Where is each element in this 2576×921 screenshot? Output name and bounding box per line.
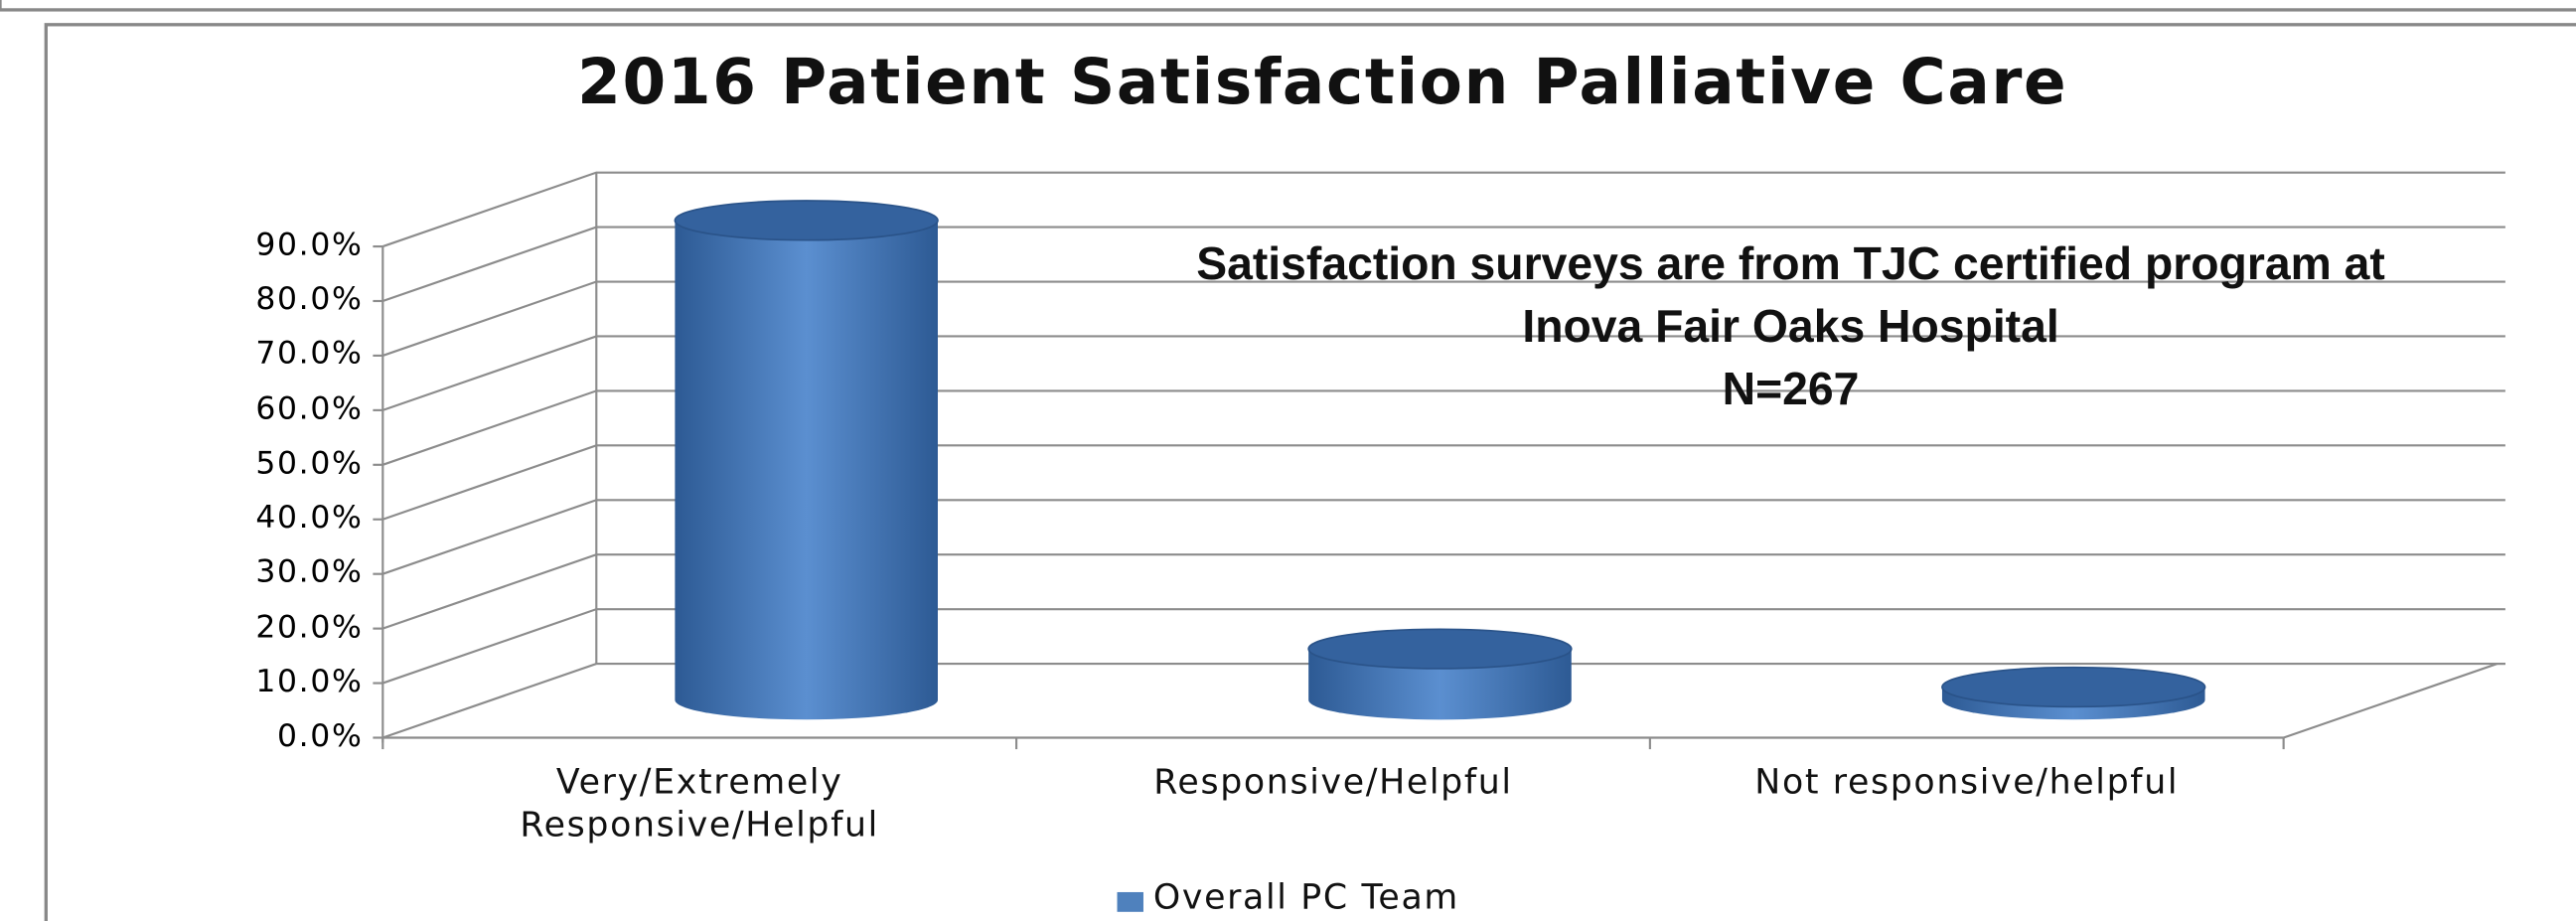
legend-swatch xyxy=(1117,891,1143,912)
grid-line xyxy=(381,553,2505,630)
bar xyxy=(1941,666,2206,720)
grid-line xyxy=(381,171,2505,248)
x-tick-label: Very/Extremely Responsive/Helpful xyxy=(520,762,879,845)
grid-line xyxy=(381,499,2505,575)
y-tick-label: 20.0% xyxy=(255,608,364,646)
y-tick-label: 50.0% xyxy=(255,444,364,482)
grid-line xyxy=(381,226,2505,303)
x-tick-label: Responsive/Helpful xyxy=(1153,762,1513,803)
y-tick-label: 80.0% xyxy=(255,281,364,318)
bar xyxy=(1307,628,1573,720)
grid-line xyxy=(381,608,2505,685)
annotation: N=267 xyxy=(1722,363,1860,414)
grid xyxy=(373,171,2505,912)
chart-title: 2016 Patient Satisfaction Palliative Car… xyxy=(577,46,2068,119)
grid-line xyxy=(381,444,2505,521)
annotation: Inova Fair Oaks Hospital xyxy=(1522,300,2059,352)
top-frame xyxy=(0,0,2576,12)
y-tick-label: 70.0% xyxy=(255,336,364,373)
bar-top xyxy=(674,200,939,241)
y-tick-label: 90.0% xyxy=(255,227,364,263)
y-tick-label: 60.0% xyxy=(255,390,364,427)
grid-line xyxy=(381,389,2505,466)
bar xyxy=(674,200,939,720)
bar-top xyxy=(1307,628,1573,670)
grid-line xyxy=(381,335,2505,411)
y-tick-label: 10.0% xyxy=(255,663,364,700)
chart-frame xyxy=(44,23,2576,921)
legend-label: Overall PC Team xyxy=(1152,877,1459,917)
annotation: Satisfaction surveys are from TJC certif… xyxy=(1196,237,2385,290)
grid-line xyxy=(381,280,2505,357)
y-tick-label: 30.0% xyxy=(255,553,364,591)
y-tick-label: 0.0% xyxy=(277,717,364,755)
bar-top xyxy=(1941,666,2206,708)
x-tick-label: Not responsive/helpful xyxy=(1754,762,2180,803)
y-tick-label: 40.0% xyxy=(255,499,364,537)
grid-line xyxy=(381,663,2505,739)
bars xyxy=(674,200,2206,720)
bar-body xyxy=(675,220,938,720)
